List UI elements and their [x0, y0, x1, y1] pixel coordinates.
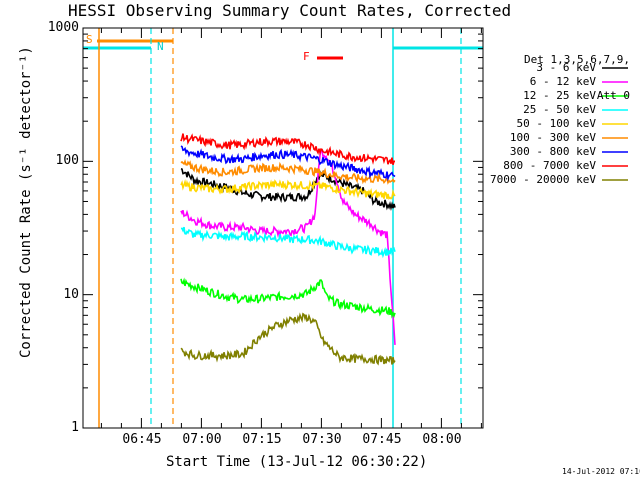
series-line-4 [180, 178, 396, 200]
attenuator-state-marker: S [86, 33, 93, 46]
x-axis-label: Start Time (13-Jul-12 06:30:22) [166, 454, 428, 470]
legend-entry-label: 6 - 12 keV [529, 75, 596, 88]
x-tick-label: 08:00 [422, 432, 462, 447]
x-tick-label: 07:15 [242, 432, 282, 447]
legend-entry-label: 3 - 6 keV [536, 61, 596, 74]
legend-entry-label: 100 - 300 keV [509, 131, 596, 144]
x-tick-label: 07:45 [362, 432, 402, 447]
series-line-0 [180, 168, 396, 212]
legend-title-attenuator: Att 0 [596, 89, 630, 102]
x-tick-label: 07:30 [302, 432, 342, 447]
series-line-8 [180, 312, 396, 366]
generation-timestamp: 14-Jul-2012 07:10 [562, 467, 640, 476]
y-tick-label: 1 [71, 420, 79, 435]
series-line-7 [180, 133, 395, 166]
legend-entry-label: 800 - 7000 keV [503, 159, 596, 172]
legend-entry-label: 12 - 25 keV [523, 89, 596, 102]
legend-entry-label: 25 - 50 keV [523, 103, 596, 116]
plot-frame [82, 27, 484, 429]
series-line-5 [180, 158, 396, 185]
y-axis-label: Corrected Count Rate (s⁻¹ detector⁻¹) [18, 46, 34, 358]
night-state-marker: N [157, 40, 164, 53]
flare-marker: F [303, 50, 310, 63]
y-tick-label: 10 [63, 286, 79, 302]
legend-entry-label: 300 - 800 keV [509, 145, 596, 158]
series-line-3 [180, 226, 396, 259]
x-tick-label: 07:00 [182, 432, 222, 447]
series-line-6 [180, 145, 396, 182]
y-tick-label: 100 [55, 153, 79, 169]
legend-entry-label: 50 - 100 keV [516, 117, 596, 130]
series-line-1 [180, 148, 396, 345]
legend-title-detectors: Det 1,3,5,6,7,9, [524, 53, 630, 66]
legend-entry-label: 7000 - 20000 keV [490, 173, 596, 186]
y-tick-label: 1000 [47, 20, 79, 35]
x-tick-label: 06:45 [122, 432, 162, 447]
series-line-2 [180, 277, 396, 319]
chart-title: HESSI Observing Summary Count Rates, Cor… [68, 1, 512, 20]
legend-title: Det 1,3,5,6,7,9, Att 0 [524, 30, 630, 126]
